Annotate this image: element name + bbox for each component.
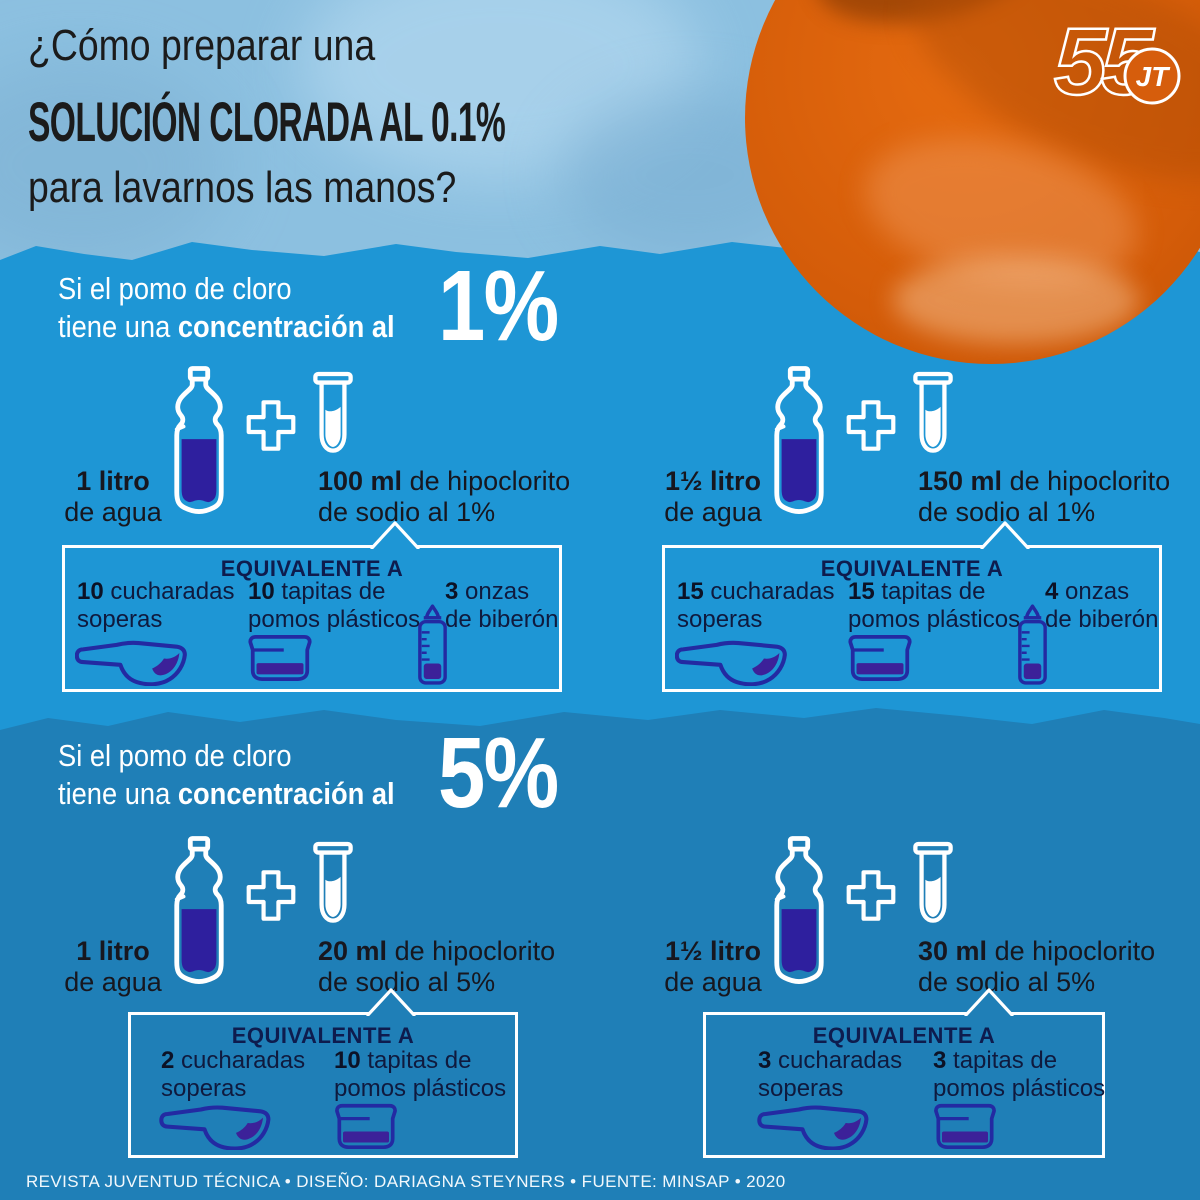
condition-line-1: Si el pomo de cloro [58, 738, 292, 773]
equivalence-item-spoons: 3 cucharadas soperas [758, 1047, 903, 1102]
title-line-2: SOLUCIÓN CLORADA AL 0.1% [28, 90, 506, 153]
equivalence-title: EQUIVALENTE A [220, 556, 404, 581]
recipe-1500ml-150ml: 1½ litro de agua 150 ml de hipoclorito d… [657, 362, 1200, 534]
recipe-1500ml-30ml: 1½ litro de agua 30 ml de hipoclorito de… [657, 832, 1200, 1004]
plastic-cap-icon [933, 1103, 997, 1149]
test-tube-icon [313, 840, 353, 927]
equivalence-item-ounces: 3 onzas de biberón [445, 578, 559, 633]
plastic-cap-icon [334, 1103, 398, 1149]
water-bottle-icon [770, 365, 828, 517]
concentration-value-5pct: 5% [438, 717, 559, 829]
equivalence-item-spoons: 10 cucharadas soperas [77, 578, 235, 633]
condition-line-1: Si el pomo de cloro [58, 271, 292, 306]
baby-bottle-icon [1015, 603, 1050, 687]
plastic-cap-icon [248, 634, 312, 681]
soup-spoon-icon [158, 1105, 278, 1150]
hand-highlight [851, 115, 1150, 308]
chlorine-amount-label: 100 ml de hipoclorito de sodio al 1% [318, 466, 571, 527]
condition-heading-1pct: Si el pomo de cloro tiene una concentrac… [58, 270, 395, 346]
water-bottle-icon [170, 835, 228, 987]
pointer-notch [366, 988, 416, 1016]
water-amount-label: 1½ litro de agua [664, 466, 762, 527]
equivalence-title: EQUIVALENTE A [820, 556, 1004, 581]
equivalence-item-caps: 10 tapitas de pomos plásticos [248, 578, 421, 633]
anniversary-logo: 55 JT [1053, 12, 1181, 116]
title-line-1: ¿Cómo preparar una [28, 21, 376, 70]
condition-heading-5pct: Si el pomo de cloro tiene una concentrac… [58, 737, 395, 813]
equivalence-box: EQUIVALENTE A 10 cucharadas soperas 10 t… [62, 521, 562, 692]
chlorine-amount-label: 20 ml de hipoclorito de sodio al 5% [318, 936, 556, 997]
plus-icon [245, 398, 297, 453]
soup-spoon-icon [675, 640, 793, 686]
test-tube-icon [913, 840, 953, 927]
logo-jt-initials: JT [1136, 61, 1172, 92]
soup-spoon-icon [75, 640, 193, 686]
pointer-notch [964, 988, 1014, 1016]
title-line-3: para lavarnos las manos? [28, 163, 457, 212]
condition-line-2: tiene una concentración al [58, 776, 395, 811]
recipe-1litro-100ml: 1 litro de agua 100 ml de hipoclorito de… [57, 362, 602, 534]
equivalence-box: EQUIVALENTE A 15 cucharadas soperas 15 t… [662, 521, 1162, 692]
plus-icon [245, 868, 297, 923]
equivalence-item-spoons: 15 cucharadas soperas [677, 578, 835, 633]
equivalence-title: EQUIVALENTE A [812, 1023, 996, 1048]
equivalence-box: EQUIVALENTE A 3 cucharadas soperas 3 tap… [703, 988, 1106, 1158]
equivalence-item-caps: 10 tapitas de pomos plásticos [334, 1047, 507, 1102]
condition-line-2: tiene una concentración al [58, 309, 395, 344]
recipe-1litro-20ml: 1 litro de agua 20 ml de hipoclorito de … [57, 832, 602, 1004]
water-bottle-icon [170, 365, 228, 517]
water-amount-label: 1½ litro de agua [664, 936, 762, 997]
pointer-notch [980, 521, 1030, 549]
water-splash-highlight [892, 255, 1139, 345]
equivalence-item-caps: 3 tapitas de pomos plásticos [933, 1047, 1106, 1102]
water-amount-label: 1 litro de agua [64, 936, 162, 997]
plastic-cap-icon [848, 634, 912, 681]
test-tube-icon [913, 370, 953, 457]
footer-credits: REVISTA JUVENTUD TÉCNICA • DISEÑO: DARIA… [26, 1172, 786, 1191]
water-amount-label: 1 litro de agua [64, 466, 162, 527]
plus-icon [845, 868, 897, 923]
chlorine-amount-label: 30 ml de hipoclorito de sodio al 5% [918, 936, 1156, 997]
equivalence-item-ounces: 4 onzas de biberón [1045, 578, 1159, 633]
equivalence-title: EQUIVALENTE A [231, 1023, 415, 1048]
concentration-value-1pct: 1% [438, 250, 559, 362]
faucet-shape [805, 0, 1049, 42]
baby-bottle-icon [415, 603, 450, 687]
equivalence-item-caps: 15 tapitas de pomos plásticos [848, 578, 1021, 633]
test-tube-icon [313, 370, 353, 457]
chlorine-amount-label: 150 ml de hipoclorito de sodio al 1% [918, 466, 1171, 527]
water-bottle-icon [770, 835, 828, 987]
pointer-notch [370, 521, 420, 549]
equivalence-item-spoons: 2 cucharadas soperas [161, 1047, 306, 1102]
soup-spoon-icon [756, 1105, 876, 1150]
plus-icon [845, 398, 897, 453]
equivalence-box: EQUIVALENTE A 2 cucharadas soperas 10 ta… [128, 988, 518, 1158]
